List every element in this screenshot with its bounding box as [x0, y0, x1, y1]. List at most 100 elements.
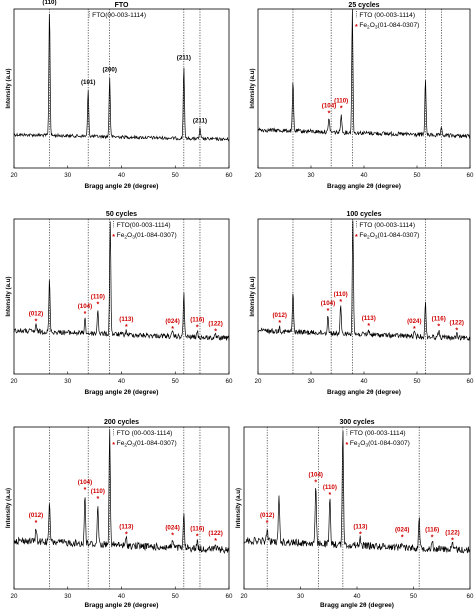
xrd-curve	[243, 430, 471, 554]
plot-frame	[13, 218, 230, 375]
xrd-curve	[13, 221, 230, 341]
x-tick-label: 20	[255, 172, 262, 179]
fe2o3-star-marker: *	[328, 110, 331, 117]
legend-star-marker: *	[112, 442, 115, 449]
x-tick-label: 20	[241, 593, 248, 600]
plot-frame	[13, 8, 230, 169]
peak-label: (024)	[165, 524, 179, 531]
fe2o3-star-marker: *	[171, 326, 174, 333]
fe2o3-star-marker: *	[196, 533, 199, 540]
plot-frame	[243, 426, 471, 590]
xrd-curve	[13, 429, 230, 555]
x-tick-label: 30	[308, 378, 315, 385]
legend-fto-label: FTO (00-003-1114)	[350, 430, 406, 437]
fe2o3-star-marker: *	[96, 496, 99, 503]
peak-label: (024)	[395, 526, 409, 533]
fe2o3-star-marker: *	[339, 299, 342, 306]
xrd-panel-6: 20 30 40 50 60(012)*(104)*(110)*(113)*(024)*…	[235, 419, 474, 609]
plot-frame	[13, 426, 230, 590]
plot-frame	[257, 218, 471, 375]
xrd-panel-4: 20 30 40 50 60(012)*(104)*(110)*(113)*(024)*…	[249, 211, 474, 396]
y-axis-label: Intensity (a.u)	[5, 276, 12, 316]
fe2o3-star-marker: *	[278, 320, 281, 327]
x-axis-label: Bragg angle 2θ (degree)	[320, 602, 394, 609]
fe2o3-star-marker: *	[451, 538, 454, 545]
x-axis-label: Bragg angle 2θ (degree)	[85, 389, 159, 396]
x-tick-label: 40	[118, 378, 125, 385]
peak-label: (104)	[78, 479, 92, 486]
fe2o3-star-marker: *	[171, 532, 174, 539]
x-tick-label: 60	[226, 593, 233, 600]
legend-star-marker: *	[112, 234, 115, 241]
fe2o3-star-marker: *	[455, 327, 458, 334]
panel-title: 100 cycles	[346, 211, 381, 218]
peak-label: (211)	[177, 55, 191, 62]
fe2o3-star-marker: *	[84, 487, 87, 494]
x-tick-label: 60	[226, 172, 233, 179]
x-tick-label: 60	[467, 378, 474, 385]
peak-label: (110)	[334, 291, 348, 298]
x-axis-label: Bragg angle 2θ (degree)	[85, 183, 159, 190]
x-tick-label: 30	[64, 593, 71, 600]
peak-label: (113)	[119, 316, 133, 323]
peak-label: (024)	[165, 318, 179, 325]
x-tick-label: 50	[172, 378, 179, 385]
x-tick-label: 50	[414, 172, 421, 179]
x-axis-label: Bragg angle 2θ (degree)	[327, 389, 401, 396]
fe2o3-star-marker: *	[340, 106, 343, 113]
peak-label: (110)	[334, 98, 348, 105]
peak-label: (104)	[78, 303, 92, 310]
peak-label: (116)	[432, 315, 446, 322]
fe2o3-star-marker: *	[125, 531, 128, 538]
peak-label: (122)	[445, 530, 459, 537]
fe2o3-star-marker: *	[437, 323, 440, 330]
x-tick-label: 60	[226, 378, 233, 385]
peak-label: (104)	[309, 472, 323, 479]
peak-label: (024)	[407, 318, 421, 325]
fe2o3-star-marker: *	[314, 480, 317, 487]
xrd-panel-5: 20 30 40 50 60(012)*(104)* (110)*(113)*(024)*…	[5, 419, 233, 609]
peak-label: (116)	[425, 526, 439, 533]
peak-label: (101)	[81, 79, 95, 86]
xrd-panel-1: 20 30 40 50 60 (110) (101) (200) (211) (211) FTO Br…	[5, 0, 233, 190]
peak-label: (104)	[322, 102, 336, 109]
legend-fe2o3-label: Fe2O3(01-084-0307)	[359, 232, 419, 241]
legend-fe2o3-label: Fe2O3(01-084-0307)	[359, 22, 419, 31]
peak-label: (110)	[91, 488, 105, 495]
legend-fto-label: FTO(00-003-1114)	[117, 222, 171, 229]
fe2o3-star-marker: *	[401, 534, 404, 541]
x-tick-label: 30	[64, 172, 71, 179]
panel-title: 50 cycles	[106, 211, 137, 218]
fe2o3-star-marker: *	[125, 324, 128, 331]
x-tick-label: 20	[11, 172, 18, 179]
legend-star-marker: *	[355, 24, 358, 31]
peak-label: (012)	[29, 512, 43, 519]
y-axis-label: Intensity (a.u)	[5, 68, 12, 108]
fe2o3-star-marker: *	[413, 326, 416, 333]
panel-title: 25 cycles	[348, 2, 379, 9]
fe2o3-star-marker: *	[35, 319, 38, 326]
legend-fe2o3-label: Fe2O3(01-084-0307)	[117, 440, 177, 449]
x-tick-label: 40	[118, 172, 125, 179]
y-axis-label: Intensity (a.u)	[249, 68, 256, 108]
peak-label: (116)	[190, 316, 204, 323]
panel-title: 200 cycles	[104, 419, 139, 426]
x-tick-label: 60	[467, 593, 474, 600]
legend-fto-label: FTO (00-003-1114)	[117, 430, 173, 437]
peak-label: (110)	[91, 293, 105, 300]
peak-label: (113)	[362, 315, 376, 322]
panel-title: FTO	[115, 2, 129, 9]
x-tick-label: 40	[118, 593, 125, 600]
x-tick-label: 20	[11, 593, 18, 600]
x-tick-label: 30	[308, 172, 315, 179]
x-tick-label: 50	[172, 172, 179, 179]
legend-star-marker: *	[355, 234, 358, 241]
fe2o3-star-marker: *	[84, 311, 87, 318]
peak-label: (116)	[190, 525, 204, 532]
fe2o3-star-marker: *	[196, 324, 199, 331]
x-tick-label: 30	[297, 593, 304, 600]
legend-fto-label: FTO(00-003-1114)	[92, 12, 146, 19]
peak-label: (122)	[208, 321, 222, 328]
peak-label: (110)	[42, 0, 56, 6]
peak-label: (012)	[29, 311, 43, 318]
